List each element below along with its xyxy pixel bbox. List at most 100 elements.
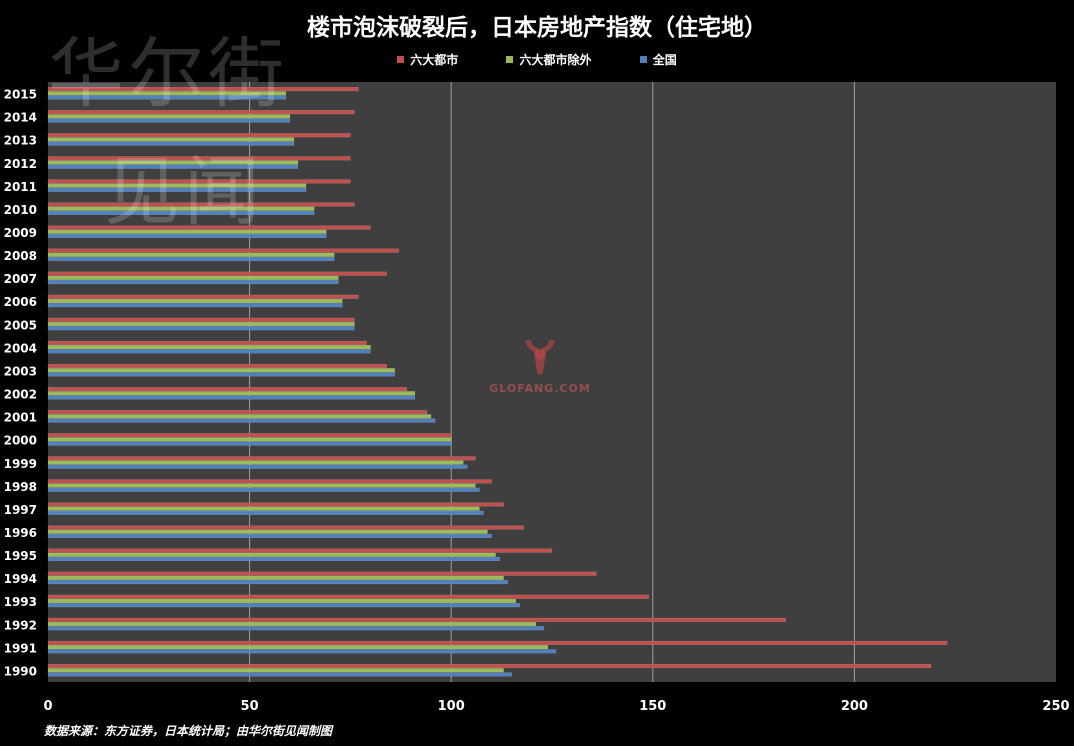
bar-2014-series-0 xyxy=(47,110,355,115)
year-label-2014: 2014 xyxy=(4,111,37,125)
year-label-2000: 2000 xyxy=(4,434,37,448)
bar-1999-series-0 xyxy=(47,456,476,461)
year-label-1990: 1990 xyxy=(4,664,37,678)
year-label-1994: 1994 xyxy=(4,572,37,586)
bar-1991-series-1 xyxy=(47,645,549,650)
year-label-2008: 2008 xyxy=(4,249,37,263)
bar-2006-series-2 xyxy=(47,303,343,308)
bar-2010-series-0 xyxy=(47,202,355,207)
x-tick-label: 0 xyxy=(43,699,52,714)
year-label-2004: 2004 xyxy=(4,341,37,355)
bar-2008-series-2 xyxy=(47,256,335,262)
bar-2010-series-1 xyxy=(47,206,315,211)
bar-1991-series-2 xyxy=(47,649,557,654)
x-tick-labels: 0 50 100 150 200 250 xyxy=(43,699,1069,714)
bar-2006-series-1 xyxy=(47,298,343,304)
year-label-2009: 2009 xyxy=(4,226,37,240)
bar-1990-series-2 xyxy=(47,672,512,677)
x-tick-label: 100 xyxy=(438,699,465,714)
year-label-1997: 1997 xyxy=(4,503,37,517)
bar-1995-series-2 xyxy=(47,556,500,562)
bar-2015-series-1 xyxy=(47,91,287,96)
bar-2008-series-1 xyxy=(47,252,335,257)
legend-label-series-0: 六大都市 xyxy=(410,53,459,67)
bars-group xyxy=(47,87,948,677)
bar-2013-series-2 xyxy=(47,141,295,146)
bar-1998-series-0 xyxy=(47,479,492,484)
bar-1996-series-2 xyxy=(47,533,492,538)
bar-2011-series-1 xyxy=(47,183,307,188)
year-label-2013: 2013 xyxy=(4,134,37,148)
bar-1995-series-1 xyxy=(47,552,496,557)
x-tick-label: 200 xyxy=(841,699,868,714)
year-label-1995: 1995 xyxy=(4,549,37,563)
bar-2009-series-2 xyxy=(47,233,327,239)
chart-title: 楼市泡沫破裂后，日本房地产指数（住宅地） xyxy=(307,14,767,41)
year-label-2015: 2015 xyxy=(4,88,37,102)
bar-2004-series-1 xyxy=(47,345,371,350)
bar-1992-series-1 xyxy=(47,622,537,627)
x-tick-label: 50 xyxy=(241,699,259,714)
bar-2002-series-0 xyxy=(47,387,408,392)
year-label-2012: 2012 xyxy=(4,157,37,171)
bar-1997-series-0 xyxy=(47,502,504,507)
year-label-2003: 2003 xyxy=(4,364,37,378)
x-tick-label: 150 xyxy=(639,699,666,714)
bar-2009-series-1 xyxy=(47,229,327,234)
bar-1993-series-0 xyxy=(47,594,649,599)
legend-label-series-2: 全国 xyxy=(652,53,677,67)
year-label-1993: 1993 xyxy=(4,595,37,609)
bar-2004-series-2 xyxy=(47,349,371,354)
year-label-2010: 2010 xyxy=(4,203,37,217)
year-label-2005: 2005 xyxy=(4,318,37,332)
bar-2003-series-0 xyxy=(47,363,387,369)
bar-1994-series-0 xyxy=(47,571,597,576)
bar-2009-series-0 xyxy=(47,225,371,230)
bar-2014-series-1 xyxy=(47,114,291,119)
bar-1991-series-0 xyxy=(47,640,948,645)
legend-swatch-series-2 xyxy=(639,56,647,63)
bar-2001-series-2 xyxy=(47,418,436,423)
bar-2006-series-0 xyxy=(47,294,359,299)
bar-2002-series-2 xyxy=(47,395,416,400)
year-labels: 1990 1991 1992 1993 1994 1995 1996 1997 1998 1999… xyxy=(4,88,37,679)
bar-2003-series-2 xyxy=(47,372,395,377)
bar-2004-series-0 xyxy=(47,340,367,345)
bar-2005-series-2 xyxy=(47,326,355,331)
plot-area xyxy=(48,82,1056,682)
legend-item-series-1: 六大都市除外 xyxy=(506,51,592,68)
legend-swatch-series-0 xyxy=(397,56,405,63)
year-label-2011: 2011 xyxy=(4,180,37,194)
legend-swatch-series-1 xyxy=(506,56,514,63)
bar-1998-series-2 xyxy=(47,487,480,492)
bar-1996-series-0 xyxy=(47,525,524,530)
bar-2014-series-2 xyxy=(47,118,291,123)
bar-1999-series-2 xyxy=(47,464,468,469)
bar-2010-series-2 xyxy=(47,210,315,215)
bar-2015-series-0 xyxy=(47,87,359,92)
bar-2011-series-2 xyxy=(47,187,307,192)
bar-2001-series-0 xyxy=(47,410,428,415)
bar-2011-series-0 xyxy=(47,179,351,184)
bar-1995-series-0 xyxy=(47,548,553,553)
year-label-1996: 1996 xyxy=(4,526,37,540)
bar-1998-series-1 xyxy=(47,483,476,488)
bar-1992-series-0 xyxy=(47,617,787,622)
bar-2000-series-1 xyxy=(47,437,452,442)
bar-2007-series-1 xyxy=(47,275,339,280)
bar-2007-series-2 xyxy=(47,280,339,285)
bar-2013-series-1 xyxy=(47,137,295,142)
bar-1994-series-2 xyxy=(47,580,508,585)
bar-2008-series-0 xyxy=(47,248,399,253)
bar-1993-series-1 xyxy=(47,598,516,604)
bar-2000-series-2 xyxy=(47,441,452,446)
bar-1994-series-1 xyxy=(47,575,504,580)
bar-1993-series-2 xyxy=(47,603,520,608)
year-label-2001: 2001 xyxy=(4,411,37,425)
bar-2002-series-1 xyxy=(47,391,416,396)
legend-item-series-0: 六大都市 xyxy=(397,51,458,68)
bar-2001-series-1 xyxy=(47,414,432,419)
bar-1992-series-2 xyxy=(47,626,545,631)
year-label-1999: 1999 xyxy=(4,457,37,471)
